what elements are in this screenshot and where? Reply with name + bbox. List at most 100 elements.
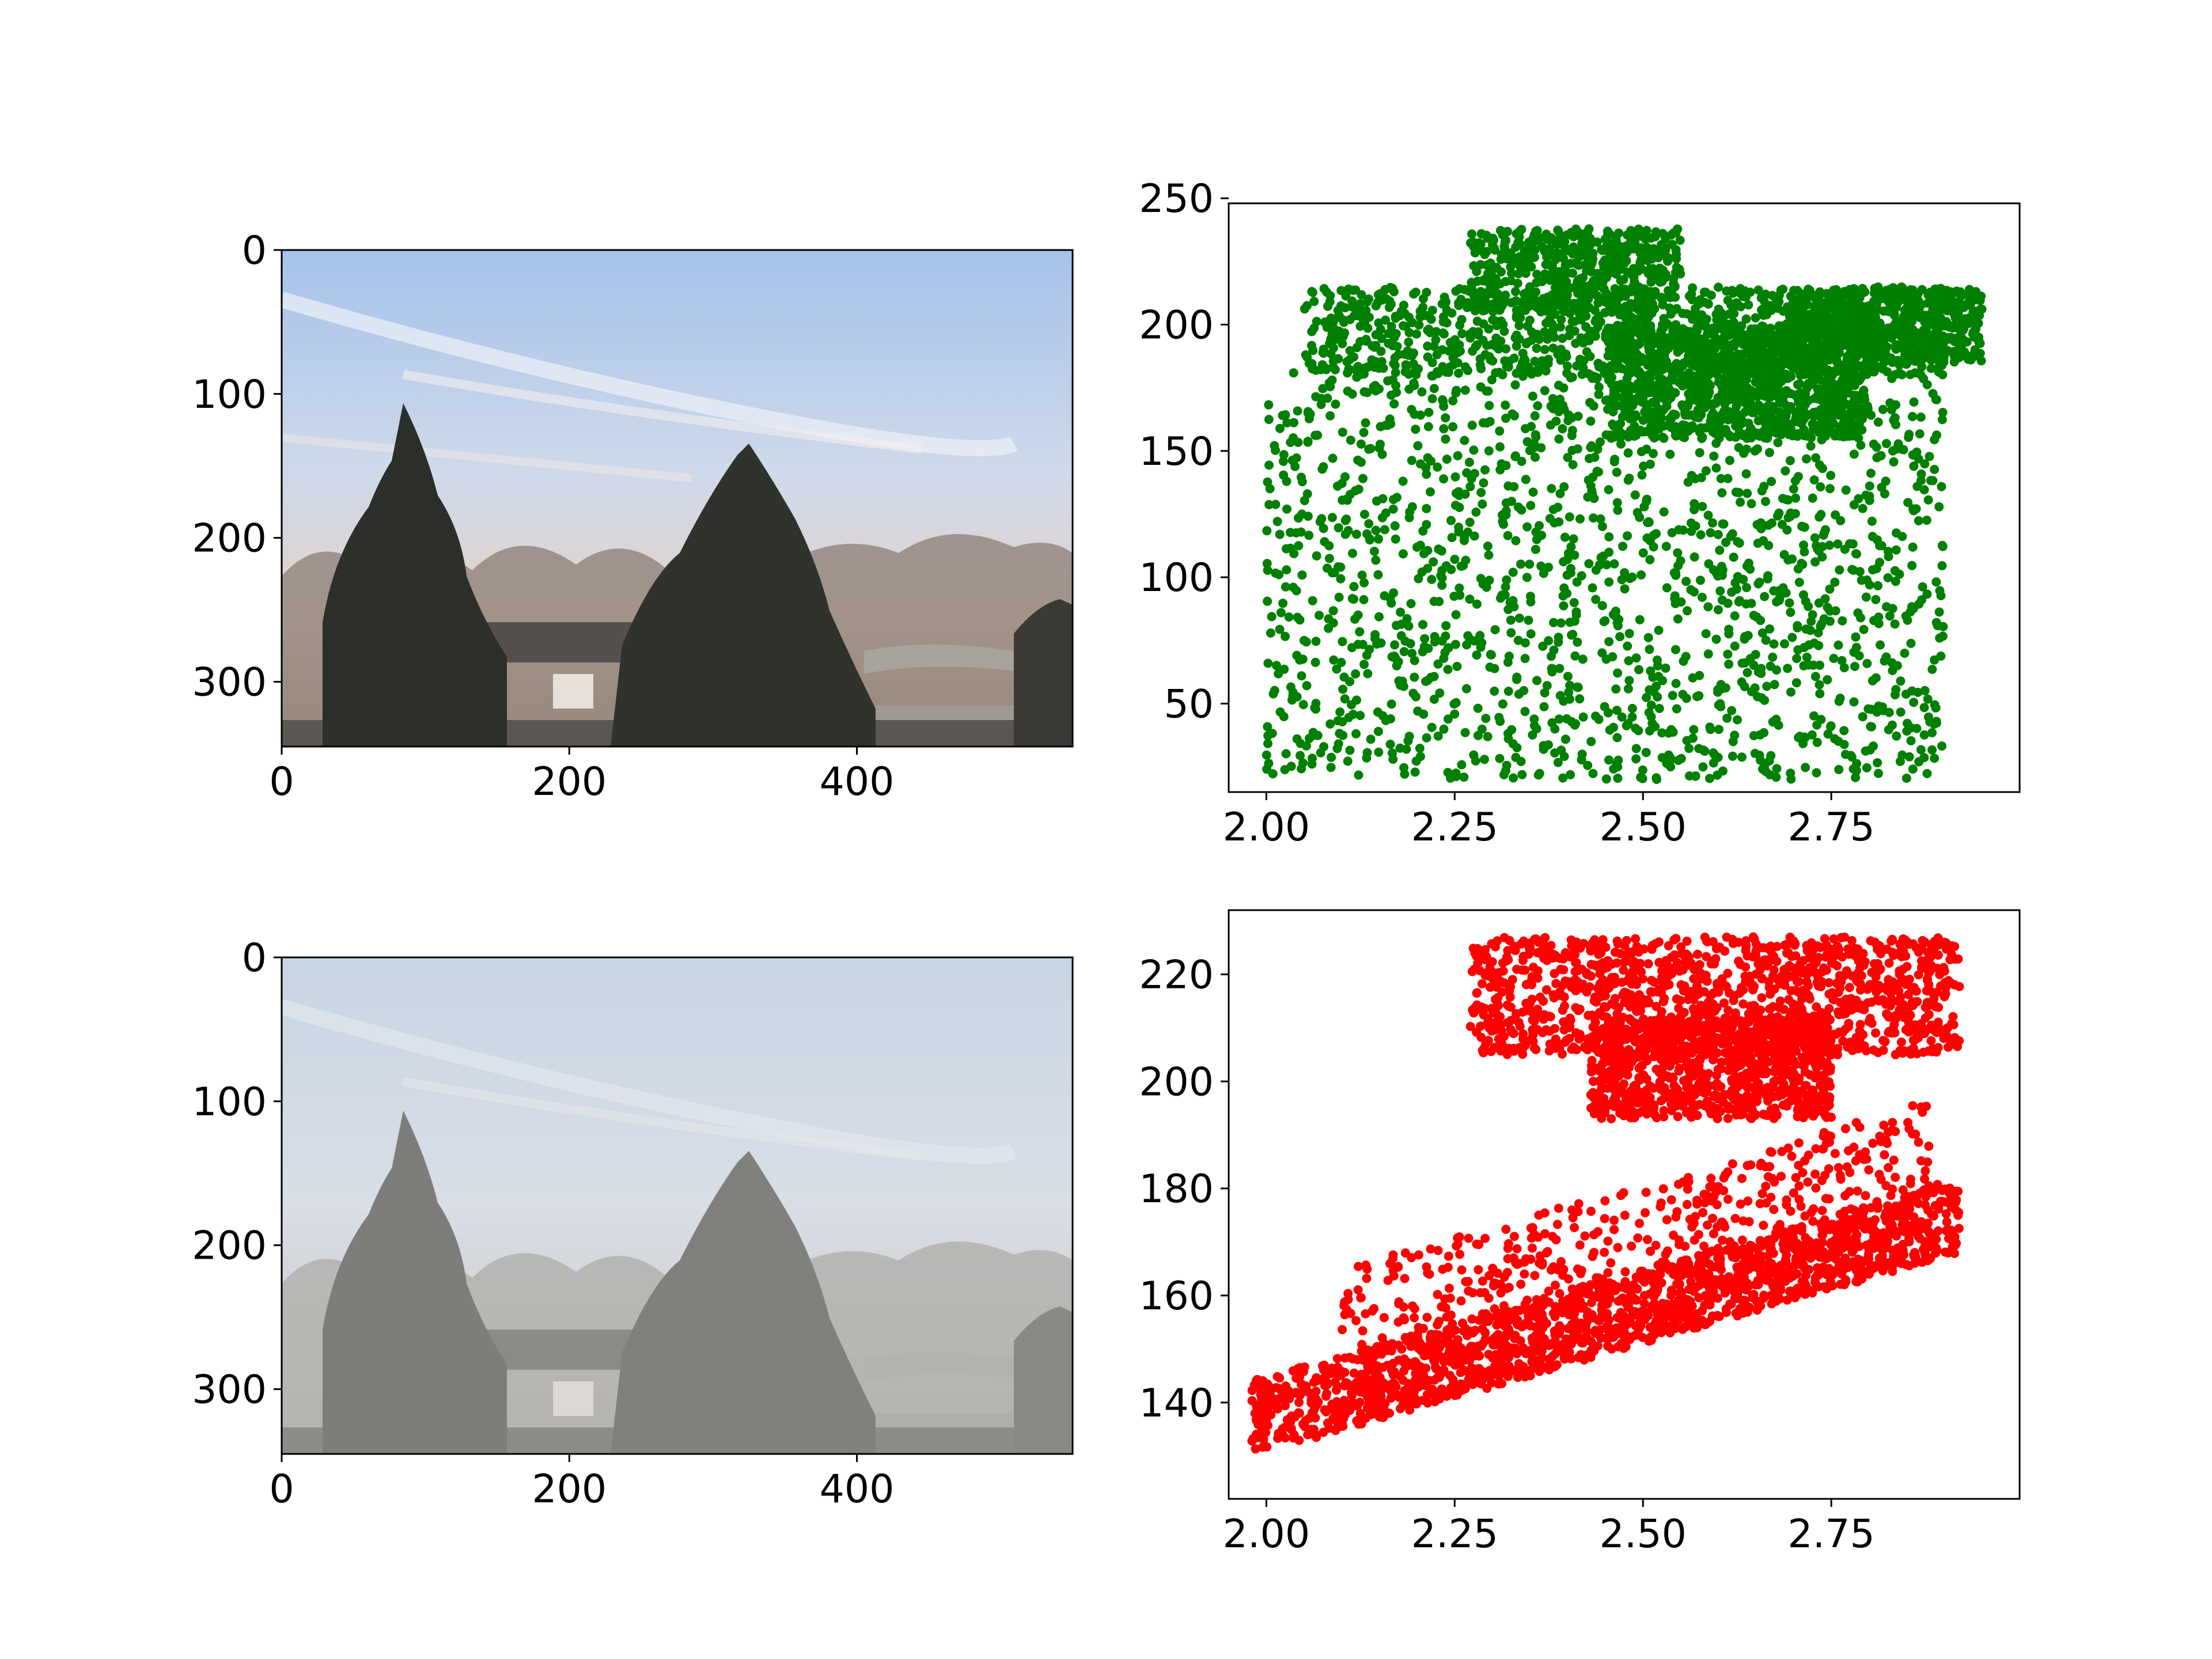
- clear-scatter-point: [1330, 365, 1340, 374]
- clear-scatter-point: [1357, 570, 1367, 580]
- clear-scatter-point: [1371, 301, 1381, 310]
- clear-scatter-point: [1475, 631, 1485, 641]
- clear-scatter-point: [1744, 361, 1754, 371]
- clear-scatter-point: [1848, 333, 1858, 343]
- clear-scatter-point: [1300, 496, 1309, 505]
- clear-scatter-point: [1472, 340, 1482, 350]
- clear-scatter-point: [1301, 350, 1310, 359]
- clear-scatter-point: [1611, 684, 1621, 694]
- clear-scatter-point: [1429, 694, 1439, 704]
- clear-scatter-point: [1853, 608, 1863, 618]
- clear-scatter-point: [1760, 592, 1770, 601]
- clear-scatter-point: [1423, 643, 1433, 653]
- clear-scatter-point: [1782, 525, 1792, 535]
- clear-scatter-point: [1805, 626, 1815, 635]
- clear-scatter-point: [1624, 676, 1634, 685]
- clear-scatter-point: [1281, 582, 1290, 592]
- clear-image-xtick-label: 400: [820, 759, 895, 805]
- clear-scatter-point: [1291, 528, 1301, 537]
- clear-scatter-point: [1365, 535, 1374, 545]
- clear-scatter-point: [1366, 734, 1376, 744]
- clear-scatter-point: [1516, 559, 1525, 569]
- clear-scatter-point: [1469, 750, 1479, 760]
- clear-scatter-point: [1469, 531, 1479, 541]
- clear-scatter-point: [1384, 302, 1394, 312]
- clear-scatter-point: [1923, 712, 1933, 722]
- clear-scatter-point: [1841, 415, 1851, 425]
- clear-scatter-point: [1934, 367, 1944, 377]
- clear-scatter-point: [1302, 681, 1312, 691]
- clear-scatter-point: [1389, 588, 1399, 598]
- clear-scatter-point: [1738, 374, 1748, 384]
- clear-scatter-point: [1613, 668, 1622, 678]
- clear-scatter-point: [1596, 514, 1605, 524]
- clear-scatter-point: [1297, 764, 1306, 774]
- clear-scatter-point: [1696, 392, 1706, 402]
- clear-scatter-point: [1359, 660, 1369, 669]
- clear-scatter-point: [1373, 570, 1383, 579]
- clear-scatter-point: [1727, 706, 1737, 715]
- clear-scatter-point: [1671, 599, 1680, 608]
- clear-scatter-point: [1528, 487, 1538, 497]
- clear-scatter-point: [1387, 599, 1396, 608]
- clear-scatter-point: [1495, 301, 1505, 311]
- clear-scatter-point: [1738, 574, 1748, 584]
- clear-scatter-point: [1410, 381, 1419, 391]
- clear-scatter-point: [1656, 366, 1665, 376]
- clear-scatter-point: [1580, 282, 1590, 291]
- clear-scatter-point: [1706, 416, 1715, 426]
- clear-scatter-point: [1766, 323, 1775, 333]
- clear-scatter-point: [1971, 306, 1980, 316]
- clear-scatter-point: [1323, 393, 1332, 403]
- clear-scatter-point: [1783, 495, 1793, 505]
- clear-scatter-point: [1722, 286, 1732, 296]
- clear-scatter-point: [1540, 386, 1550, 396]
- clear-scatter-point: [1634, 665, 1643, 675]
- clear-scatter-point: [1713, 530, 1723, 539]
- clear-scatter-point: [1410, 767, 1420, 777]
- clear-scatter-point: [1556, 315, 1566, 324]
- clear-scatter-point: [1599, 551, 1608, 561]
- clear-scatter-xtick-label: 2.00: [1223, 805, 1310, 850]
- clear-scatter-point: [1946, 291, 1956, 301]
- clear-scatter-point: [1919, 730, 1929, 740]
- clear-scatter-point: [1656, 327, 1666, 336]
- clear-scatter-point: [1391, 313, 1400, 323]
- clear-scatter-point: [1554, 637, 1563, 647]
- clear-scatter-point: [1908, 450, 1918, 460]
- clear-scatter-point: [1351, 310, 1361, 320]
- clear-scatter-point: [1448, 422, 1458, 431]
- clear-scatter-point: [1565, 512, 1574, 522]
- clear-scatter-point: [1783, 404, 1793, 414]
- clear-scatter-point: [1545, 299, 1555, 309]
- clear-scatter-point: [1724, 660, 1734, 669]
- clear-scatter-point: [1876, 342, 1885, 352]
- clear-scatter-point: [1540, 688, 1550, 698]
- clear-scatter-point: [1852, 759, 1862, 768]
- clear-scatter-point: [1575, 305, 1585, 315]
- clear-scatter-point: [1317, 360, 1327, 370]
- clear-scatter-point: [1462, 468, 1472, 478]
- clear-scatter-point: [1429, 597, 1439, 606]
- clear-scatter-point: [1618, 304, 1627, 314]
- clear-scatter-point: [1350, 486, 1360, 495]
- clear-scatter-point: [1880, 489, 1889, 499]
- clear-scatter-ytick-label: 200: [1139, 303, 1214, 349]
- clear-scatter-point: [1611, 358, 1621, 368]
- clear-scatter-point: [1324, 378, 1334, 388]
- clear-scatter-point: [1926, 363, 1936, 373]
- clear-scatter-point: [1768, 377, 1778, 387]
- clear-scatter-point: [1522, 522, 1532, 532]
- clear-scatter-point: [1426, 487, 1435, 497]
- clear-scatter-point: [1437, 636, 1447, 646]
- clear-scatter-point: [1785, 598, 1794, 608]
- clear-scatter-point: [1343, 368, 1353, 378]
- clear-scatter-point: [1413, 706, 1423, 716]
- clear-scatter-point: [1348, 285, 1358, 295]
- clear-scatter-point: [1845, 539, 1854, 548]
- clear-scatter-point: [1520, 289, 1529, 299]
- clear-scatter-point: [1378, 295, 1388, 305]
- clear-scatter-point: [1518, 264, 1528, 274]
- clear-scatter-point: [1521, 475, 1531, 484]
- clear-scatter-point: [1666, 762, 1676, 772]
